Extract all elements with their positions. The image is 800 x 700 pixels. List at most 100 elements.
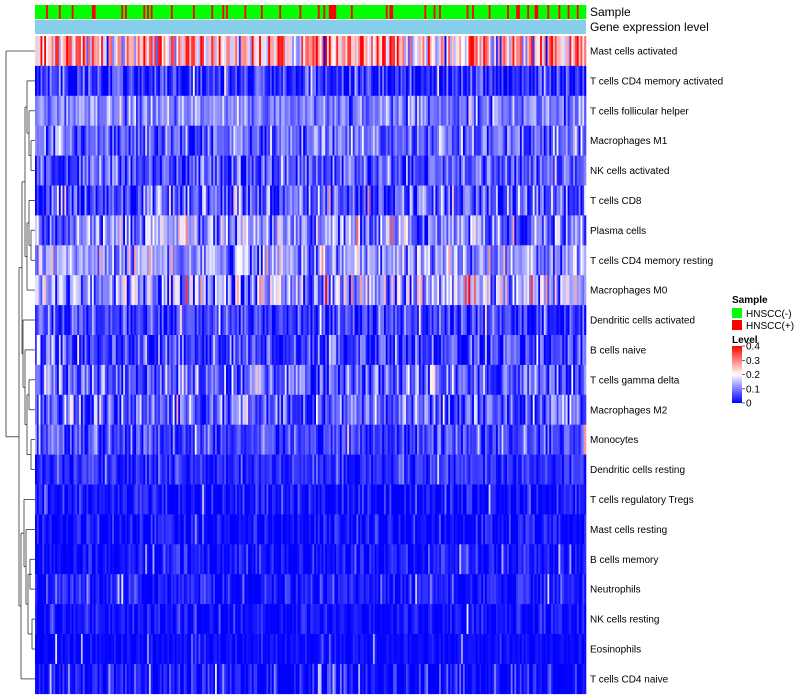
- heatmap-cell: [433, 65, 436, 97]
- heatmap-cell: [237, 275, 240, 306]
- heatmap-cell: [398, 65, 401, 97]
- heatmap-cell: [126, 185, 129, 216]
- heatmap-cell: [580, 454, 583, 485]
- heatmap-cell: [192, 424, 196, 455]
- heatmap-cell: [468, 155, 471, 186]
- heatmap-cell: [473, 424, 477, 455]
- heatmap-cell: [185, 275, 188, 306]
- sample-annotation-cell: [501, 5, 504, 19]
- sample-annotation-cell: [181, 5, 185, 19]
- heatmap-cell: [295, 245, 298, 276]
- heatmap-cell: [345, 424, 348, 455]
- heatmap-cell: [145, 394, 148, 425]
- heatmap-cell: [270, 394, 273, 425]
- heatmap-cell: [483, 305, 486, 336]
- heatmap-cell: [191, 484, 194, 515]
- sample-annotation-cell: [264, 5, 267, 19]
- heatmap-cell: [475, 125, 478, 156]
- heatmap-cell: [429, 394, 433, 425]
- heatmap-cell: [303, 454, 306, 485]
- heatmap-cell: [202, 364, 205, 396]
- heatmap-cell: [288, 364, 291, 396]
- heatmap-cell: [246, 245, 249, 276]
- heatmap-cell: [418, 185, 421, 216]
- heatmap-cell: [165, 364, 168, 396]
- heatmap-cell: [187, 484, 190, 515]
- sample-annotation-cell: [389, 5, 392, 19]
- heatmap-cell: [126, 65, 129, 97]
- heatmap-cell: [558, 364, 561, 396]
- heatmap-cell: [214, 65, 218, 97]
- heatmap-cell: [93, 36, 96, 67]
- heatmap-cell: [290, 95, 293, 126]
- heatmap-cell: [336, 394, 339, 425]
- heatmap-cell: [341, 424, 344, 455]
- heatmap-cell: [306, 185, 309, 216]
- heatmap-cell: [323, 155, 326, 186]
- heatmap-cell: [178, 394, 181, 425]
- heatmap-cell: [159, 364, 163, 396]
- heatmap-cell: [431, 95, 434, 126]
- heatmap-cell: [532, 454, 535, 485]
- heatmap-cell: [332, 335, 335, 366]
- heatmap-cell: [371, 335, 374, 366]
- heatmap-cell: [95, 364, 98, 396]
- heatmap-cell: [455, 335, 458, 366]
- sample-annotation-cell: [413, 5, 416, 19]
- heatmap-cell: [424, 275, 427, 306]
- heatmap-cell: [224, 364, 227, 396]
- heatmap-cell: [295, 364, 298, 396]
- sample-annotation-cell: [62, 5, 65, 19]
- heatmap-cell: [468, 245, 471, 276]
- heatmap-cell: [473, 454, 477, 485]
- heatmap-cell: [136, 65, 139, 97]
- heatmap-cell: [246, 185, 249, 216]
- heatmap-cell: [93, 95, 96, 126]
- heatmap-cell: [123, 215, 126, 246]
- heatmap-cell: [387, 215, 390, 246]
- heatmap-cell: [192, 275, 196, 306]
- heatmap-cell: [277, 36, 280, 67]
- heatmap-cell: [57, 454, 60, 485]
- heatmap-cell: [224, 484, 227, 515]
- heatmap-cell: [361, 394, 365, 425]
- heatmap-cell: [393, 335, 396, 366]
- heatmap-cell: [183, 65, 186, 97]
- heatmap-cell: [279, 65, 282, 97]
- heatmap-cell: [451, 424, 455, 455]
- heatmap-cell: [327, 65, 330, 97]
- heatmap-cell: [163, 65, 166, 97]
- heatmap-cell: [123, 36, 126, 67]
- heatmap-cell: [464, 155, 467, 186]
- sample-annotation-cell: [376, 5, 379, 19]
- heatmap-cell: [464, 125, 467, 156]
- sample-annotation-cell: [282, 5, 286, 19]
- heatmap-cell: [104, 125, 107, 156]
- heatmap-cell: [529, 335, 532, 366]
- heatmap-cell: [102, 245, 106, 276]
- heatmap-cell: [158, 245, 161, 276]
- heatmap-cell: [499, 95, 502, 126]
- heatmap-cell: [319, 125, 322, 156]
- heatmap-cell: [209, 185, 212, 216]
- heatmap-cell: [365, 215, 368, 246]
- heatmap-cell: [275, 95, 278, 126]
- heatmap-cell: [147, 185, 150, 216]
- heatmap-cell: [433, 394, 436, 425]
- heatmap-cell: [136, 484, 139, 515]
- heatmap-cell: [301, 305, 304, 336]
- heatmap-cell: [483, 245, 486, 276]
- heatmap-cell: [139, 424, 142, 455]
- heatmap-cell: [545, 185, 548, 216]
- heatmap-cell: [192, 245, 196, 276]
- heatmap-cell: [459, 424, 462, 455]
- heatmap-cell: [336, 275, 339, 306]
- heatmap-cell: [492, 394, 495, 425]
- heatmap-cell: [229, 424, 232, 455]
- heatmap-cell: [350, 245, 354, 276]
- heatmap-cell: [143, 275, 146, 306]
- heatmap-cell: [516, 155, 519, 186]
- heatmap-cell: [244, 484, 247, 515]
- heatmap-cell: [205, 305, 208, 336]
- sample-annotation-cell: [554, 5, 557, 19]
